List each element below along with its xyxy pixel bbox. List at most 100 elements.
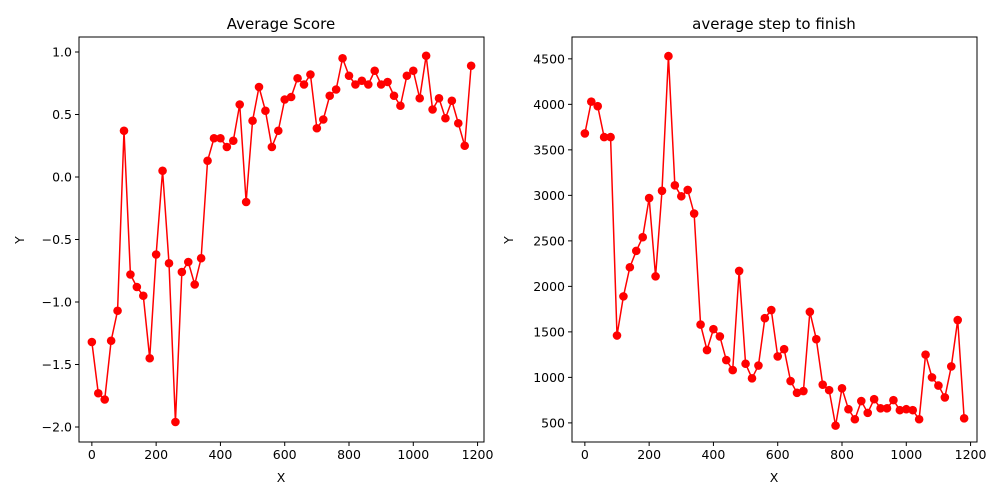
y-tick-label: 0.5 bbox=[52, 107, 72, 122]
tick-group: 0 200 400 600 800 1000 1200 −2.0 −1.5 −1.0 −0.5 0.0… bbox=[42, 45, 494, 463]
data-point bbox=[721, 355, 731, 365]
data-point bbox=[741, 359, 750, 369]
data-point bbox=[889, 395, 898, 405]
y-tick-label: 4000 bbox=[533, 97, 565, 112]
data-point bbox=[453, 118, 463, 128]
data-point bbox=[408, 66, 418, 76]
data-point bbox=[421, 51, 431, 61]
data-point bbox=[196, 253, 206, 263]
y-tick-label: 1.0 bbox=[52, 45, 72, 60]
data-point bbox=[747, 373, 757, 383]
data-point bbox=[876, 404, 885, 413]
data-point bbox=[402, 71, 412, 81]
x-tick-label: 800 bbox=[337, 447, 361, 462]
data-point bbox=[293, 73, 302, 83]
data-point bbox=[689, 209, 699, 218]
x-tick-label: 1200 bbox=[462, 447, 494, 462]
data-point bbox=[254, 82, 264, 92]
data-point bbox=[357, 76, 367, 86]
data-point bbox=[312, 123, 322, 133]
data-point bbox=[338, 53, 347, 63]
data-point bbox=[908, 405, 918, 415]
data-point bbox=[606, 132, 615, 142]
data-point bbox=[625, 262, 635, 272]
data-point bbox=[87, 337, 97, 347]
y-tick-label: 1000 bbox=[533, 370, 565, 385]
data-point bbox=[850, 414, 860, 424]
data-point bbox=[844, 404, 853, 414]
data-point bbox=[344, 71, 354, 81]
y-tick-label: 3000 bbox=[533, 188, 565, 203]
data-point bbox=[786, 376, 795, 386]
x-tick-label: 600 bbox=[766, 447, 790, 462]
data-point bbox=[415, 93, 425, 103]
data-point bbox=[683, 185, 693, 195]
data-point bbox=[460, 141, 470, 151]
x-tick-label: 200 bbox=[144, 447, 168, 462]
data-point bbox=[728, 365, 738, 375]
data-point bbox=[248, 116, 257, 126]
data-point bbox=[914, 414, 924, 424]
data-point bbox=[331, 85, 341, 94]
data-point bbox=[145, 353, 155, 363]
data-point bbox=[261, 106, 270, 116]
data-point bbox=[670, 181, 680, 190]
x-tick-label: 400 bbox=[701, 447, 725, 462]
y-tick-label: 500 bbox=[541, 415, 565, 430]
chart-average-score: Average Score 0 200 400 600 800 1000 1200 −2.0 −… bbox=[12, 15, 494, 485]
data-point bbox=[228, 136, 238, 146]
data-point bbox=[946, 362, 956, 371]
data-point bbox=[183, 257, 193, 267]
data-point bbox=[953, 315, 963, 325]
x-axis-label: X bbox=[277, 470, 286, 485]
x-tick-label: 0 bbox=[88, 447, 96, 462]
data-point bbox=[824, 385, 834, 395]
data-point bbox=[580, 129, 590, 138]
data-point bbox=[895, 405, 905, 415]
data-point bbox=[119, 126, 129, 136]
data-point bbox=[209, 133, 219, 143]
data-point bbox=[734, 266, 744, 276]
data-point bbox=[754, 361, 763, 370]
series-group bbox=[580, 51, 969, 430]
y-tick-label: 1500 bbox=[533, 324, 565, 339]
data-point bbox=[138, 291, 148, 301]
data-point bbox=[273, 126, 283, 136]
x-tick-label: 0 bbox=[581, 447, 589, 462]
data-point bbox=[267, 142, 277, 152]
data-point bbox=[113, 306, 122, 316]
data-point bbox=[702, 345, 712, 355]
data-point bbox=[158, 166, 167, 176]
y-tick-label: −0.5 bbox=[42, 232, 72, 247]
data-point bbox=[286, 92, 296, 102]
y-tick-label: 2000 bbox=[533, 279, 565, 294]
data-point bbox=[696, 320, 705, 329]
data-point bbox=[190, 280, 200, 289]
y-tick-label: 3500 bbox=[533, 142, 565, 157]
data-point bbox=[164, 258, 174, 268]
data-point bbox=[203, 156, 212, 166]
data-point bbox=[940, 393, 950, 402]
y-tick-label: 2500 bbox=[533, 233, 565, 248]
y-tick-label: −2.0 bbox=[42, 420, 72, 435]
y-axis-label: Y bbox=[501, 236, 516, 245]
x-tick-label: 800 bbox=[830, 447, 854, 462]
x-axis-label: X bbox=[770, 470, 779, 485]
data-point bbox=[612, 331, 622, 340]
data-point bbox=[837, 384, 847, 393]
data-point bbox=[93, 388, 103, 398]
chart-average-step-to-finish: average step to finish 0 200 400 600 800 1000… bbox=[501, 15, 987, 485]
data-point bbox=[106, 336, 116, 346]
data-point bbox=[805, 307, 815, 317]
data-point bbox=[241, 197, 251, 207]
data-point bbox=[100, 395, 110, 404]
data-point bbox=[216, 133, 225, 143]
x-tick-label: 400 bbox=[208, 447, 232, 462]
data-point bbox=[441, 113, 450, 123]
data-point bbox=[619, 292, 628, 301]
data-point bbox=[396, 101, 405, 111]
data-point bbox=[370, 66, 380, 76]
data-point bbox=[389, 91, 399, 101]
data-point bbox=[599, 132, 609, 142]
